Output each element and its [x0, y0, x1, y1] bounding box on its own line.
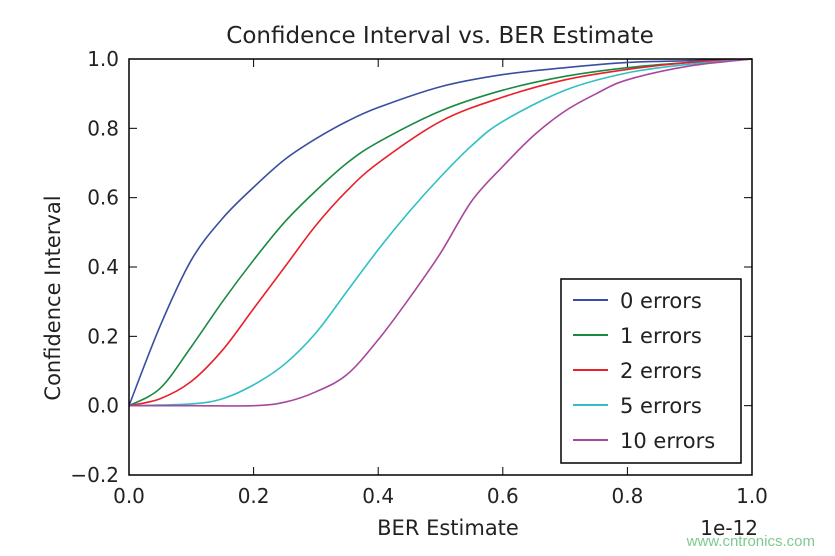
watermark: www.cntronics.com	[686, 533, 815, 550]
x-tick-label: 0.4	[362, 484, 394, 508]
y-tick-label: 0.4	[87, 255, 119, 279]
legend-label: 1 errors	[620, 324, 702, 348]
y-tick-label: 0.8	[87, 116, 119, 140]
x-offset-label: 1e-12	[700, 516, 758, 540]
plot-frame	[128, 58, 753, 476]
series-line-2	[128, 58, 753, 407]
y-tick-label: 0.6	[87, 186, 119, 210]
legend-box	[560, 278, 742, 464]
x-tick-label: 0.2	[238, 484, 270, 508]
y-tick-label: 0.0	[87, 394, 119, 418]
legend-label: 5 errors	[620, 394, 702, 418]
series-line-4	[129, 58, 753, 407]
x-tick-label: 0.8	[611, 484, 643, 508]
x-tick-label: 0.6	[487, 484, 519, 508]
series-line-3	[128, 58, 753, 407]
chart-title: Confidence Interval vs. BER Estimate	[226, 23, 653, 49]
y-tick-label: 1.0	[87, 47, 119, 71]
x-axis-label: BER Estimate	[377, 516, 519, 540]
legend-label: 2 errors	[620, 359, 702, 383]
x-tick-label: 1.0	[736, 484, 768, 508]
series-line-1	[128, 58, 753, 407]
legend: 0 errors 1 errors 2 errors 5 errors 10 error…	[560, 278, 742, 464]
legend-label: 0 errors	[620, 289, 702, 313]
y-tick-label: −0.2	[70, 463, 119, 487]
legend-label: 10 errors	[620, 429, 715, 453]
x-tick-label: 0.0	[113, 484, 145, 508]
y-tick-label: 0.2	[87, 324, 119, 348]
series-line-0	[128, 58, 753, 406]
y-axis-label: Confidence Interval	[41, 195, 65, 400]
